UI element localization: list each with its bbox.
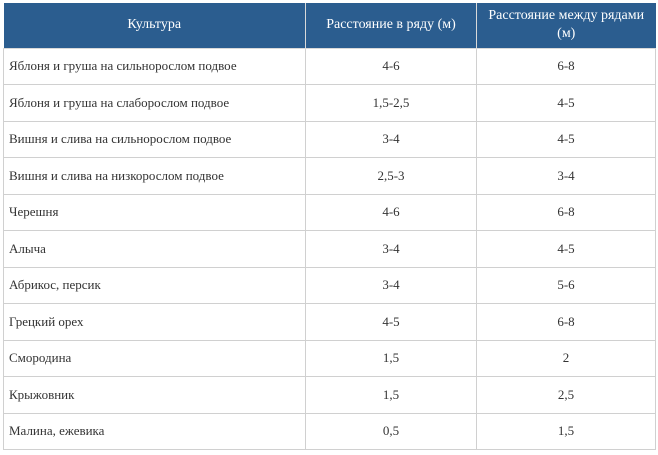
cell-crop: Грецкий орех xyxy=(3,303,306,341)
table-row: Черешня 4-6 6-8 xyxy=(3,193,656,231)
table-row: Алыча 3-4 4-5 xyxy=(3,230,656,268)
header-row: Культура Расстояние в ряду (м) Расстояни… xyxy=(3,3,656,49)
cell-crop: Смородина xyxy=(3,339,306,377)
cell-crop: Алыча xyxy=(3,230,306,268)
cell-in-row-distance: 0,5 xyxy=(305,412,477,450)
table-row: Смородина 1,5 2 xyxy=(3,339,656,377)
header-crop: Культура xyxy=(3,3,306,49)
cell-in-row-distance: 1,5-2,5 xyxy=(305,84,477,122)
table-row: Малина, ежевика 0,5 1,5 xyxy=(3,412,656,450)
cell-crop: Черешня xyxy=(3,193,306,231)
cell-between-rows-distance: 2,5 xyxy=(476,376,656,414)
cell-between-rows-distance: 4-5 xyxy=(476,84,656,122)
cell-in-row-distance: 2,5-3 xyxy=(305,157,477,195)
cell-between-rows-distance: 6-8 xyxy=(476,193,656,231)
cell-crop: Вишня и слива на сильнорослом подвое xyxy=(3,120,306,158)
cell-between-rows-distance: 2 xyxy=(476,339,656,377)
cell-between-rows-distance: 3-4 xyxy=(476,157,656,195)
cell-between-rows-distance: 6-8 xyxy=(476,47,656,85)
cell-in-row-distance: 4-5 xyxy=(305,303,477,341)
table-row: Абрикос, персик 3-4 5-6 xyxy=(3,266,656,304)
cell-between-rows-distance: 6-8 xyxy=(476,303,656,341)
cell-crop: Крыжовник xyxy=(3,376,306,414)
table-row: Крыжовник 1,5 2,5 xyxy=(3,376,656,414)
table-body: Яблоня и груша на сильнорослом подвое 4-6… xyxy=(3,47,656,450)
table-row: Вишня и слива на сильнорослом подвое 3-4 4… xyxy=(3,120,656,158)
cell-crop: Абрикос, персик xyxy=(3,266,306,304)
table-row: Вишня и слива на низкорослом подвое 2,5-3… xyxy=(3,157,656,195)
cell-in-row-distance: 4-6 xyxy=(305,193,477,231)
cell-in-row-distance: 3-4 xyxy=(305,266,477,304)
cell-between-rows-distance: 4-5 xyxy=(476,230,656,268)
planting-distance-table: Культура Расстояние в ряду (м) Расстояни… xyxy=(3,3,656,450)
table-row: Яблоня и груша на сильнорослом подвое 4-6… xyxy=(3,47,656,85)
cell-crop: Яблоня и груша на сильнорослом подвое xyxy=(3,47,306,85)
header-in-row-distance: Расстояние в ряду (м) xyxy=(305,3,477,49)
table-header: Культура Расстояние в ряду (м) Расстояни… xyxy=(3,3,656,49)
cell-in-row-distance: 1,5 xyxy=(305,376,477,414)
cell-in-row-distance: 4-6 xyxy=(305,47,477,85)
cell-between-rows-distance: 1,5 xyxy=(476,412,656,450)
table-row: Грецкий орех 4-5 6-8 xyxy=(3,303,656,341)
cell-crop: Малина, ежевика xyxy=(3,412,306,450)
cell-crop: Яблоня и груша на слаборослом подвое xyxy=(3,84,306,122)
cell-in-row-distance: 3-4 xyxy=(305,230,477,268)
cell-between-rows-distance: 4-5 xyxy=(476,120,656,158)
planting-distance-table-container: Культура Расстояние в ряду (м) Расстояни… xyxy=(3,3,656,450)
header-between-rows-distance: Расстояние между рядами (м) xyxy=(476,3,656,49)
cell-between-rows-distance: 5-6 xyxy=(476,266,656,304)
cell-crop: Вишня и слива на низкорослом подвое xyxy=(3,157,306,195)
cell-in-row-distance: 3-4 xyxy=(305,120,477,158)
cell-in-row-distance: 1,5 xyxy=(305,339,477,377)
table-row: Яблоня и груша на слаборослом подвое 1,5-… xyxy=(3,84,656,122)
